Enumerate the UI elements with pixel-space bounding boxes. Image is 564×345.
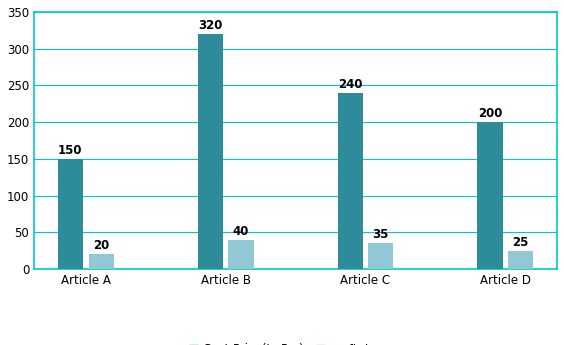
Text: 40: 40: [233, 225, 249, 237]
Text: 25: 25: [513, 236, 529, 248]
Bar: [197, 34, 223, 269]
Text: 240: 240: [338, 78, 362, 90]
Text: 200: 200: [478, 107, 502, 120]
Bar: [337, 93, 363, 269]
Bar: [368, 243, 394, 269]
Bar: [89, 254, 114, 269]
Bar: [477, 122, 503, 269]
Bar: [58, 159, 83, 269]
Text: 320: 320: [198, 19, 222, 32]
Bar: [508, 251, 534, 269]
Text: 35: 35: [373, 228, 389, 241]
Text: 150: 150: [58, 144, 83, 157]
Bar: [228, 240, 254, 269]
Legend: Cost Price(In Rs.), Profit/loss %: Cost Price(In Rs.), Profit/loss %: [184, 338, 407, 345]
Text: 20: 20: [93, 239, 109, 252]
